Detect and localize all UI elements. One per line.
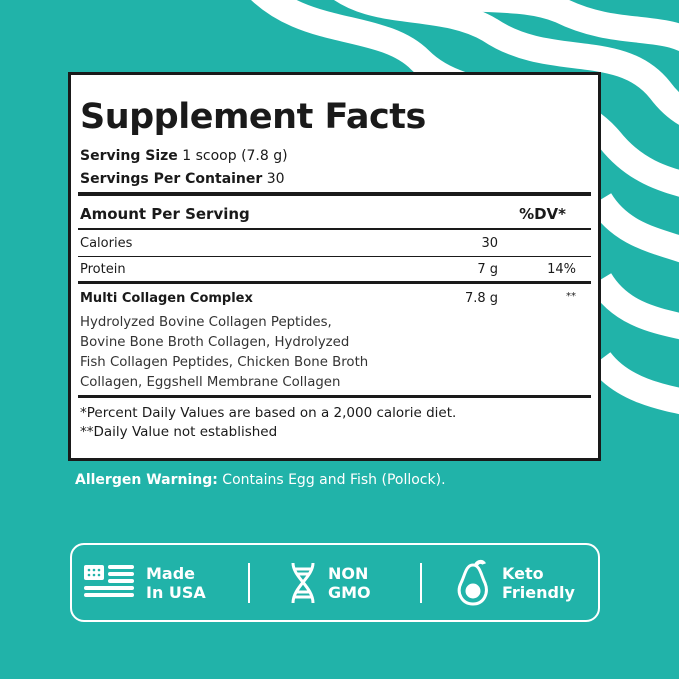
divider xyxy=(78,281,591,284)
servings-label: Servings Per Container xyxy=(80,171,263,187)
serving-size-value: 1 scoop (7.8 g) xyxy=(182,148,288,164)
servings-value: 30 xyxy=(266,171,285,187)
dna-icon xyxy=(291,562,315,603)
divider xyxy=(78,192,591,196)
divider xyxy=(78,228,591,230)
avocado-icon xyxy=(457,559,488,606)
supplement-facts-panel: Supplement Facts Serving Size 1 scoop (7… xyxy=(68,72,601,461)
divider xyxy=(78,395,591,398)
divider xyxy=(78,256,591,257)
badge-keto-friendly: Keto Friendly xyxy=(456,545,575,620)
allergen-warning: Allergen Warning: Contains Egg and Fish … xyxy=(75,472,446,488)
badge-made-in-usa: Made In USA xyxy=(84,545,206,620)
divider xyxy=(248,563,250,603)
dv-header: %DV* xyxy=(519,205,566,223)
nutrient-row: Protein 7 g 14% xyxy=(80,262,576,277)
divider xyxy=(420,563,422,603)
panel-title: Supplement Facts xyxy=(80,97,426,137)
ingredient-list: Hydrolyzed Bovine Collagen Peptides, Bovi… xyxy=(80,315,369,390)
badge-non-gmo: NON GMO xyxy=(290,545,371,620)
us-flag-icon xyxy=(84,564,134,597)
nutrient-row: Multi Collagen Complex 7.8 g ** xyxy=(80,291,576,306)
serving-size-label: Serving Size xyxy=(80,148,178,164)
footnotes: *Percent Daily Values are based on a 2,0… xyxy=(80,405,457,440)
nutrient-row: Calories 30 xyxy=(80,236,498,251)
amount-header: Amount Per Serving xyxy=(80,205,250,223)
badge-strip: Made In USA NON GMO Keto Friendly xyxy=(70,543,600,622)
